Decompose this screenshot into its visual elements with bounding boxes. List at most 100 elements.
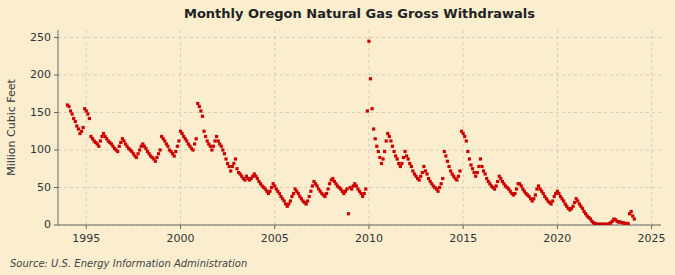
point bbox=[557, 192, 560, 195]
point bbox=[135, 156, 138, 159]
point bbox=[86, 112, 89, 115]
point bbox=[469, 163, 472, 166]
point bbox=[97, 145, 100, 148]
point bbox=[364, 187, 367, 190]
point bbox=[515, 187, 518, 190]
point bbox=[122, 139, 125, 142]
point bbox=[323, 195, 326, 198]
point bbox=[385, 139, 388, 142]
point bbox=[394, 154, 397, 157]
point bbox=[408, 162, 411, 165]
point bbox=[292, 192, 295, 195]
point bbox=[345, 187, 348, 190]
point bbox=[213, 139, 216, 142]
point bbox=[220, 145, 223, 148]
point bbox=[82, 126, 85, 129]
point bbox=[418, 178, 421, 181]
x-tick bbox=[463, 225, 464, 229]
points bbox=[66, 40, 636, 225]
point bbox=[411, 169, 414, 172]
y-tick-label: 250 bbox=[30, 31, 51, 44]
point bbox=[399, 165, 402, 168]
point bbox=[436, 190, 439, 193]
point bbox=[202, 130, 205, 133]
point bbox=[386, 132, 389, 135]
point bbox=[328, 182, 331, 185]
point bbox=[473, 171, 476, 174]
point bbox=[75, 124, 78, 127]
y-tick-label: 200 bbox=[30, 68, 51, 81]
point bbox=[69, 109, 72, 112]
point bbox=[331, 177, 334, 180]
point bbox=[234, 157, 237, 160]
point bbox=[457, 175, 460, 178]
point bbox=[532, 197, 535, 200]
point bbox=[158, 148, 161, 151]
y-tick-label: 50 bbox=[37, 181, 51, 194]
point bbox=[573, 201, 576, 204]
point bbox=[287, 202, 290, 205]
point bbox=[155, 156, 158, 159]
point bbox=[290, 195, 293, 198]
point bbox=[441, 177, 444, 180]
point bbox=[173, 154, 176, 157]
point bbox=[306, 199, 309, 202]
point bbox=[397, 162, 400, 165]
point bbox=[443, 150, 446, 153]
point bbox=[100, 135, 103, 138]
point bbox=[372, 127, 375, 130]
point bbox=[381, 157, 384, 160]
point bbox=[482, 169, 485, 172]
point bbox=[283, 199, 286, 202]
point bbox=[370, 107, 373, 110]
point bbox=[116, 150, 119, 153]
point bbox=[305, 202, 308, 205]
x-tick-label: 2005 bbox=[261, 232, 289, 245]
point bbox=[85, 109, 88, 112]
point bbox=[477, 165, 480, 168]
x-tick bbox=[368, 225, 369, 229]
point bbox=[210, 148, 213, 151]
x-axis-line bbox=[58, 225, 661, 226]
point bbox=[465, 139, 468, 142]
point bbox=[359, 192, 362, 195]
grid-line-y bbox=[58, 37, 661, 38]
point bbox=[631, 214, 634, 217]
point bbox=[163, 139, 166, 142]
point bbox=[235, 167, 238, 170]
point bbox=[367, 40, 370, 43]
grid-line-y bbox=[58, 112, 661, 113]
point bbox=[388, 135, 391, 138]
point bbox=[466, 150, 469, 153]
point bbox=[447, 165, 450, 168]
point bbox=[102, 132, 105, 135]
point bbox=[206, 139, 209, 142]
point bbox=[562, 199, 565, 202]
grid-line-x bbox=[368, 30, 369, 225]
point bbox=[479, 157, 482, 160]
grid-line-x bbox=[86, 30, 87, 225]
point bbox=[438, 186, 441, 189]
point bbox=[136, 152, 139, 155]
point bbox=[355, 184, 358, 187]
point bbox=[77, 127, 80, 130]
point bbox=[193, 142, 196, 145]
point bbox=[455, 178, 458, 181]
point bbox=[166, 145, 169, 148]
point bbox=[549, 202, 552, 205]
x-tick bbox=[557, 225, 558, 229]
grid bbox=[58, 30, 661, 225]
point bbox=[80, 130, 83, 133]
point bbox=[392, 150, 395, 153]
point bbox=[309, 190, 312, 193]
point bbox=[180, 132, 183, 135]
point bbox=[138, 148, 141, 151]
point bbox=[499, 177, 502, 180]
grid-line-x bbox=[463, 30, 464, 225]
point bbox=[119, 141, 122, 144]
x-tick bbox=[274, 225, 275, 229]
point bbox=[380, 162, 383, 165]
point bbox=[195, 137, 198, 140]
point bbox=[191, 148, 194, 151]
point bbox=[215, 135, 218, 138]
